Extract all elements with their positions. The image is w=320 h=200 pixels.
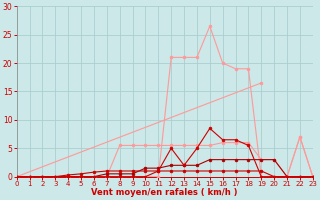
X-axis label: Vent moyen/en rafales ( km/h ): Vent moyen/en rafales ( km/h )	[92, 188, 238, 197]
